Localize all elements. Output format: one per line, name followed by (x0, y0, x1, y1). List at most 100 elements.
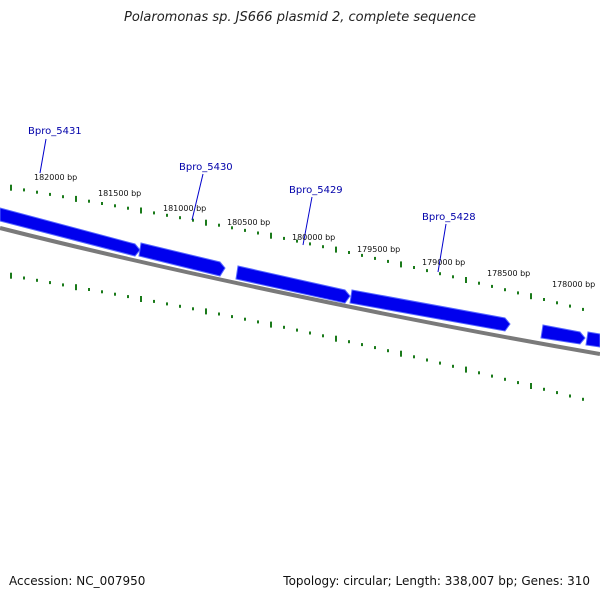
minor-tick (166, 213, 168, 217)
minor-tick (543, 298, 545, 301)
minor-tick (491, 374, 493, 378)
gene-arrow[interactable] (585, 331, 600, 348)
minor-tick (426, 358, 428, 362)
minor-tick (244, 317, 246, 321)
gene-track (0, 207, 600, 348)
minor-tick (543, 387, 545, 391)
minor-tick (556, 391, 558, 395)
minor-tick (36, 190, 38, 194)
position-label: 180000 bp (292, 233, 335, 242)
minor-tick (322, 334, 324, 338)
minor-tick (374, 256, 376, 260)
minor-tick (231, 315, 233, 319)
major-tick (400, 350, 402, 357)
minor-tick (36, 278, 38, 282)
minor-tick (478, 281, 480, 285)
major-tick (270, 232, 272, 239)
position-label: 179500 bp (357, 245, 400, 254)
minor-tick (88, 199, 90, 203)
position-label: 178000 bp (552, 280, 595, 289)
minor-tick (309, 331, 311, 335)
major-tick (75, 284, 77, 291)
minor-tick (153, 299, 155, 303)
minor-tick (49, 192, 51, 196)
minor-tick (283, 236, 285, 240)
minor-tick (387, 259, 389, 263)
minor-tick (257, 231, 259, 235)
minor-tick (491, 284, 493, 288)
gene-label[interactable]: Bpro_5430 (179, 162, 233, 173)
gene-label[interactable]: Bpro_5429 (289, 185, 343, 196)
major-tick (530, 383, 532, 389)
major-tick (270, 321, 272, 328)
minor-tick (569, 394, 571, 398)
sequence-backbone (0, 226, 600, 356)
minor-tick (244, 228, 246, 232)
minor-tick (88, 288, 90, 291)
minor-tick (452, 364, 454, 368)
minor-tick (387, 349, 389, 353)
minor-tick (283, 325, 285, 329)
minor-tick (504, 288, 506, 292)
major-tick (10, 272, 12, 279)
position-label: 179000 bp (422, 258, 465, 267)
minor-tick (218, 312, 220, 316)
minor-tick (101, 202, 103, 205)
minor-tick (478, 371, 480, 375)
minor-tick (582, 397, 584, 401)
position-label: 180500 bp (227, 218, 270, 227)
position-label: 181000 bp (163, 204, 206, 213)
position-labels: 182000 bp 181500 bp 181000 bp 180500 bp … (34, 173, 595, 289)
major-tick (400, 261, 402, 268)
gene-label[interactable]: Bpro_5431 (28, 126, 82, 137)
accession-label: Accession: NC_007950 (9, 574, 146, 588)
major-tick (140, 296, 142, 302)
minor-tick (127, 206, 129, 210)
minor-tick (114, 292, 116, 296)
minor-tick (49, 281, 51, 285)
sequence-summary: Topology: circular; Length: 338,007 bp; … (283, 574, 590, 588)
minor-tick (322, 245, 324, 249)
minor-tick (413, 355, 415, 359)
minor-tick (361, 253, 363, 257)
position-label: 182000 bp (34, 173, 77, 182)
minor-tick (62, 283, 64, 287)
major-tick (10, 184, 12, 191)
minor-tick (348, 340, 350, 344)
major-tick (205, 219, 207, 226)
minor-tick (439, 361, 441, 365)
major-tick (335, 335, 337, 342)
gene-arrow[interactable] (235, 265, 351, 304)
minor-tick (504, 377, 506, 381)
minor-tick (439, 272, 441, 276)
major-tick (75, 195, 77, 202)
minor-tick (426, 269, 428, 273)
major-tick (530, 293, 532, 300)
gene-labels: Bpro_5431 Bpro_5430 Bpro_5429 Bpro_5428 (28, 126, 476, 223)
gene-leader-lines (39, 138, 447, 273)
major-tick (205, 308, 207, 315)
major-tick (465, 366, 467, 373)
minor-tick (179, 304, 181, 308)
minor-tick (192, 218, 194, 222)
gene-arrow[interactable] (349, 289, 511, 332)
minor-tick (556, 301, 558, 305)
minor-tick (114, 204, 116, 208)
minor-tick (231, 226, 233, 230)
minor-tick (192, 307, 194, 311)
minor-tick (296, 328, 298, 332)
minor-tick (166, 302, 168, 306)
minor-tick (257, 320, 259, 324)
gene-arrow[interactable] (540, 324, 586, 345)
minor-tick (517, 381, 519, 385)
position-label: 181500 bp (98, 189, 141, 198)
map-title: Polaromonas sp. JS666 plasmid 2, complet… (123, 10, 476, 25)
minor-tick (218, 223, 220, 227)
gene-arrow[interactable] (138, 242, 226, 277)
minor-tick (452, 275, 454, 279)
gene-arrow[interactable] (0, 207, 141, 257)
gene-label[interactable]: Bpro_5428 (422, 212, 476, 223)
minor-tick (374, 346, 376, 350)
minor-tick (348, 251, 350, 254)
